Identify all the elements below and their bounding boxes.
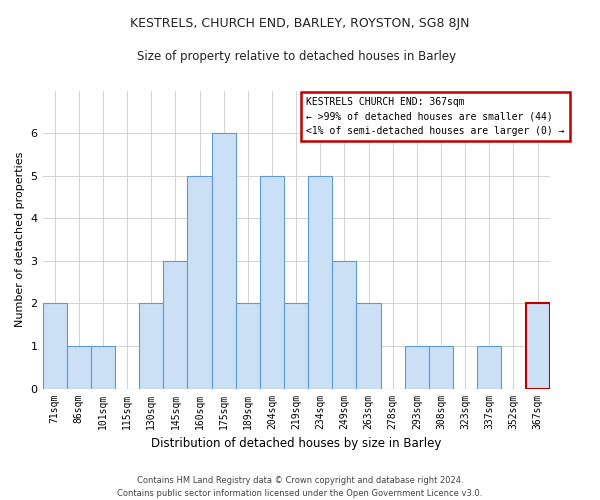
Bar: [429, 346, 453, 389]
Bar: [356, 304, 380, 388]
Title: Size of property relative to detached houses in Barley: Size of property relative to detached ho…: [137, 50, 455, 63]
Text: KESTRELS, CHURCH END, BARLEY, ROYSTON, SG8 8JN: KESTRELS, CHURCH END, BARLEY, ROYSTON, S…: [130, 18, 470, 30]
Text: KESTRELS CHURCH END: 367sqm
← >99% of detached houses are smaller (44)
<1% of se: KESTRELS CHURCH END: 367sqm ← >99% of de…: [306, 96, 565, 136]
Bar: [67, 346, 91, 389]
Bar: [212, 133, 236, 388]
Bar: [91, 346, 115, 389]
X-axis label: Distribution of detached houses by size in Barley: Distribution of detached houses by size …: [151, 437, 442, 450]
Bar: [308, 176, 332, 388]
Y-axis label: Number of detached properties: Number of detached properties: [15, 152, 25, 327]
Text: Contains HM Land Registry data © Crown copyright and database right 2024.
Contai: Contains HM Land Registry data © Crown c…: [118, 476, 482, 498]
Bar: [139, 304, 163, 388]
Bar: [405, 346, 429, 389]
Bar: [284, 304, 308, 388]
Bar: [332, 261, 356, 388]
Bar: [43, 304, 67, 388]
Bar: [526, 304, 550, 388]
Bar: [187, 176, 212, 388]
Bar: [163, 261, 187, 388]
Bar: [477, 346, 502, 389]
Bar: [236, 304, 260, 388]
Bar: [260, 176, 284, 388]
